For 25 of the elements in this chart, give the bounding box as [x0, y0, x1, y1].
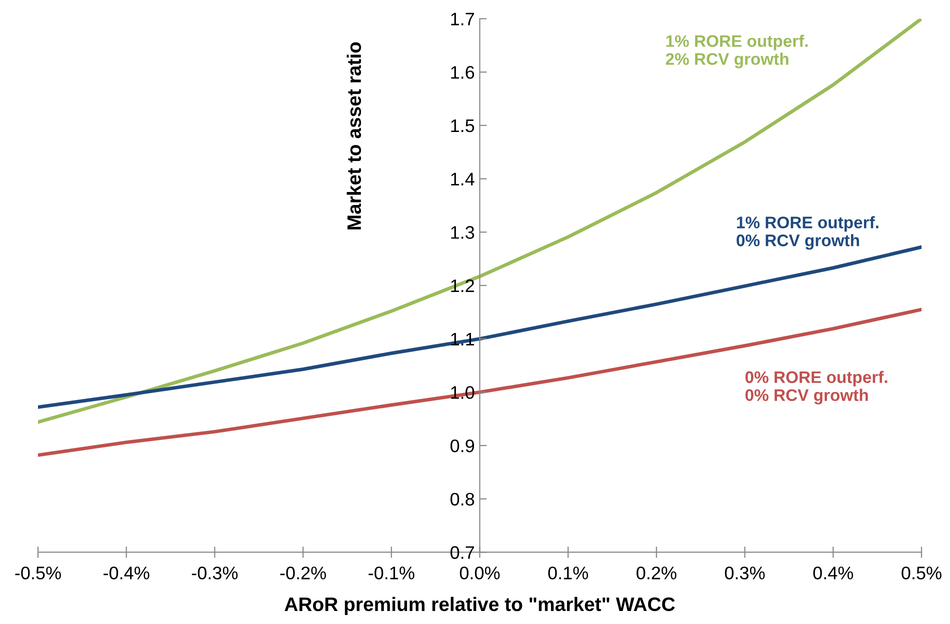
x-tick-label: 0.0% [460, 566, 500, 580]
y-tick-label: 1.3 [451, 226, 474, 239]
x-tick-label: 0.5% [902, 566, 942, 580]
y-tick-label: 1.7 [451, 12, 474, 26]
y-tick-label: 0.7 [450, 546, 474, 559]
x-tick-label: 0.3% [724, 566, 765, 580]
y-axis-title: Market to asset ratio [346, 42, 362, 230]
y-tick-label: 1.6 [451, 66, 474, 79]
y-tick-label: 0.8 [450, 492, 474, 506]
line-series [38, 308, 922, 457]
x-tick-label: -0.4% [104, 566, 150, 580]
y-tick-label: 0.9 [450, 439, 474, 452]
x-tick-label: 0.1% [548, 566, 588, 580]
x-tick-label: -0.5% [15, 566, 61, 580]
x-tick-label: -0.2% [280, 566, 326, 580]
series-label: 1% RORE outperf. 2% RCV growth [666, 34, 808, 68]
x-tick-label: -0.3% [192, 566, 238, 580]
series-label: 1% RORE outperf. 0% RCV growth [736, 216, 878, 250]
series-label: 0% RORE outperf. 0% RCV growth [745, 370, 888, 404]
x-tick-label: 0.2% [636, 566, 676, 580]
y-tick-label: 1.4 [451, 172, 474, 186]
x-tick-label: -0.1% [368, 566, 414, 580]
y-tick-label: 1.5 [451, 120, 474, 132]
x-tick-label: 0.4% [813, 566, 854, 580]
x-axis-title: ARoR premium relative to "market" WACC [284, 596, 675, 615]
